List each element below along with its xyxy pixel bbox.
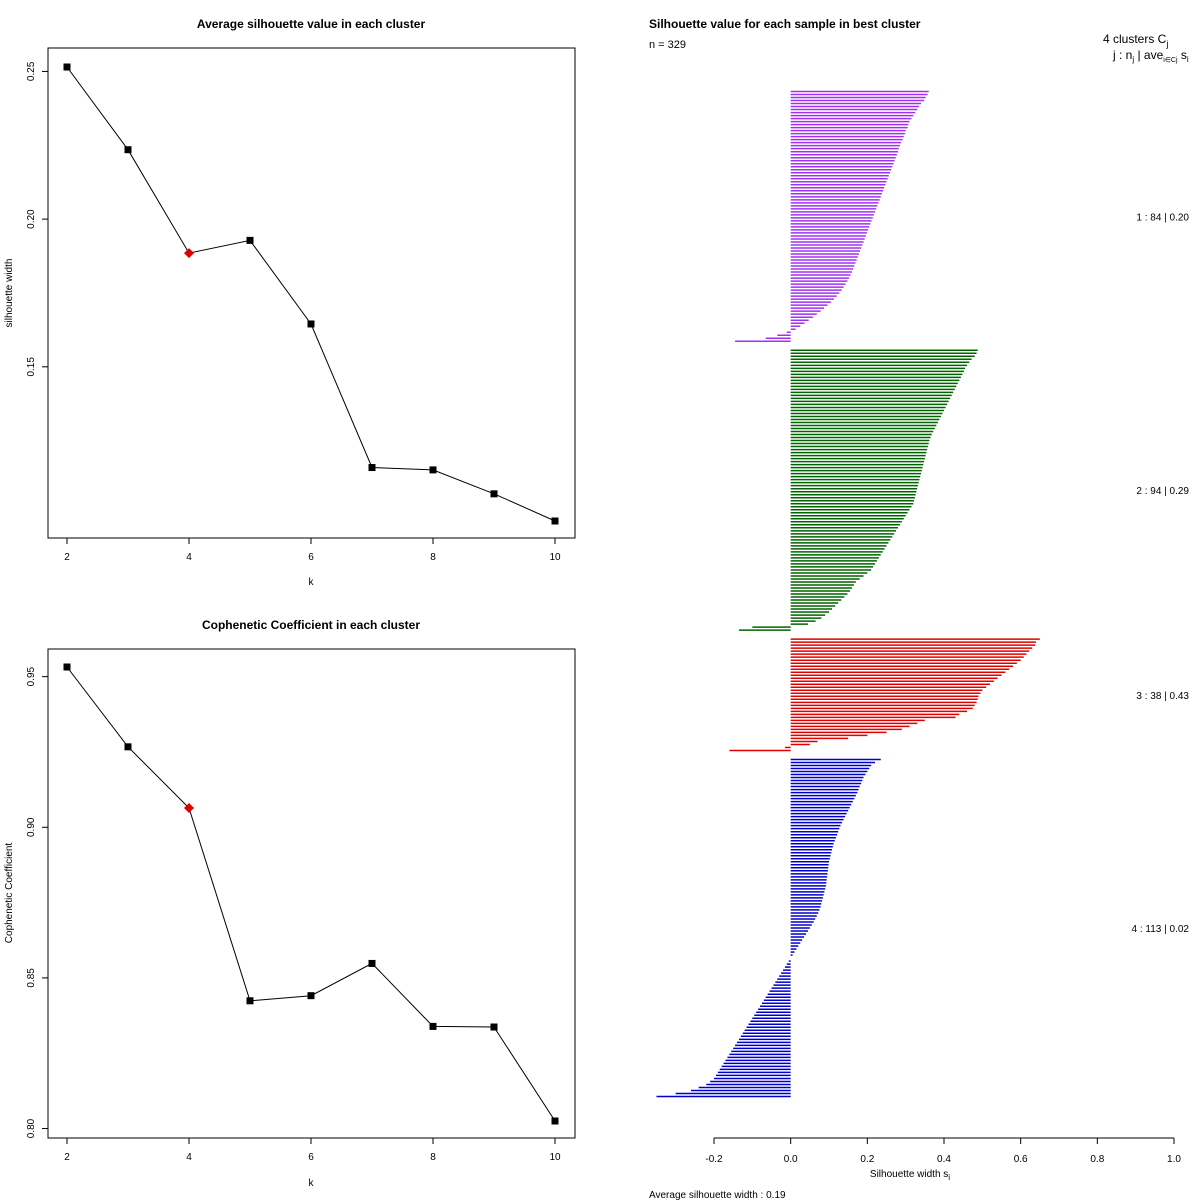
c1-data-point: [368, 464, 376, 472]
legend-s-subscript: i: [1187, 55, 1189, 64]
c2-x-tick-label: 2: [64, 1152, 70, 1163]
cluster-label-3: 3 : 38 | 0.43: [1136, 691, 1189, 702]
c1-data-point: [429, 466, 437, 474]
cluster-legend-title: 4 clusters Cj: [1103, 32, 1168, 49]
c2-data-point: [246, 997, 254, 1005]
c2-data-point: [490, 1023, 498, 1031]
silhouette-x-tick-label: -0.2: [705, 1154, 723, 1165]
silhouette-x-tick-label: 1.0: [1167, 1154, 1181, 1165]
c1-highlight-point: [184, 248, 194, 259]
c1-y-tick-label: 0.25: [26, 61, 37, 81]
c1-x-tick-label: 8: [430, 552, 436, 563]
c2-data-point: [124, 743, 132, 751]
c1-x-tick-label: 4: [186, 552, 192, 563]
c2-highlight-point: [184, 802, 194, 813]
legend-title-text: 4 clusters C: [1103, 32, 1167, 46]
legend-s: s: [1178, 48, 1187, 62]
silhouette-width-axis-label: Silhouette width si: [870, 1169, 950, 1182]
silhouette-chart-title: Average silhouette value in each cluster: [197, 17, 426, 31]
c2-x-tick-label: 8: [430, 1152, 436, 1163]
c2-y-tick-label: 0.80: [26, 1118, 37, 1138]
legend-n-subscript: j: [1131, 55, 1134, 64]
c2-series-line: [66, 666, 556, 1122]
legend-title-subscript: j: [1165, 39, 1168, 49]
c2-y-tick-label: 0.90: [26, 817, 37, 837]
silhouette-x-axis-label: k: [309, 577, 315, 588]
c1-x-tick-label: 6: [308, 552, 314, 563]
c1-y-tick-label: 0.15: [26, 357, 37, 377]
c2-x-tick-label: 6: [308, 1152, 314, 1163]
c2-x-tick-label: 4: [186, 1152, 192, 1163]
c1-data-point: [307, 320, 315, 328]
c1-data-point: [124, 146, 132, 154]
c1-series-line: [66, 66, 556, 522]
cluster-label-4: 4 : 113 | 0.02: [1132, 924, 1190, 935]
c1-y-tick-label: 0.20: [26, 209, 37, 229]
silhouette-plot-frame: [47, 47, 576, 539]
cluster-label-2: 2 : 94 | 0.29: [1136, 486, 1189, 497]
silhouette-x-tick-label: 0.6: [1014, 1154, 1028, 1165]
average-silhouette-width: Average silhouette width : 0.19: [649, 1190, 786, 1200]
silhouette-width-axis-subscript: i: [948, 1173, 950, 1182]
silhouette-x-tick-label: 0.4: [937, 1154, 951, 1165]
cluster-label-1: 1 : 84 | 0.20: [1136, 212, 1189, 223]
silhouette-x-tick-label: 0.2: [860, 1154, 874, 1165]
c2-y-tick-label: 0.95: [26, 666, 37, 686]
legend-ave-subscript: i∈Cj: [1163, 57, 1178, 64]
silhouette-width-axis-text: Silhouette width s: [870, 1169, 948, 1180]
silhouette-x-tick-label: 0.0: [784, 1154, 798, 1165]
c2-data-point: [63, 663, 71, 671]
c1-x-tick-label: 10: [549, 552, 561, 563]
c2-x-tick-label: 10: [549, 1152, 561, 1163]
cophenetic-line-chart: Cophenetic Coefficient in each cluster 2…: [4, 618, 576, 1189]
c1-data-point: [490, 490, 498, 498]
legend-ave: | ave: [1134, 48, 1163, 62]
c2-y-tick-label: 0.85: [26, 968, 37, 988]
c2-data-point: [551, 1117, 559, 1125]
silhouette-y-axis-label: silhouette width: [4, 259, 15, 328]
cophenetic-y-axis-label: Cophenetic Coefficient: [4, 843, 15, 944]
silhouette-x-tick-label: 0.8: [1090, 1154, 1104, 1165]
c1-data-point: [551, 517, 559, 525]
cophenetic-x-axis-label: k: [309, 1178, 315, 1189]
silhouette-bar-title: Silhouette value for each sample in best…: [649, 17, 921, 31]
silhouette-line-chart: Average silhouette value in each cluster…: [4, 17, 576, 588]
cophenetic-plot-frame: [47, 648, 576, 1139]
c1-data-point: [63, 63, 71, 71]
c1-x-tick-label: 2: [64, 552, 70, 563]
c1-data-point: [246, 236, 254, 244]
sample-count-label: n = 329: [649, 39, 686, 51]
c2-data-point: [307, 992, 315, 1000]
c2-data-point: [368, 959, 376, 967]
c2-data-point: [429, 1022, 437, 1030]
legend-j-n: j : n: [1112, 48, 1132, 62]
silhouette-bar-plot: Silhouette value for each sample in best…: [649, 17, 1189, 1200]
cophenetic-chart-title: Cophenetic Coefficient in each cluster: [202, 618, 420, 632]
cluster-legend-subheader: j : nj | avei∈Cj si: [1112, 48, 1189, 64]
